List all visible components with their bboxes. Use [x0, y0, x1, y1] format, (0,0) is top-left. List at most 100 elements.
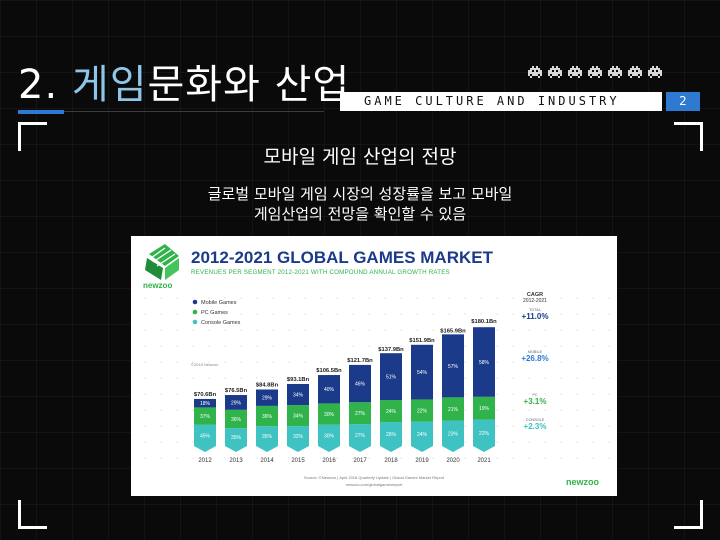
- grid-dot: [192, 313, 194, 315]
- cagr-item-value: +2.3%: [524, 422, 547, 431]
- grid-dot: [192, 329, 194, 331]
- source-url: newzoo.com/globalgamesreport: [346, 482, 404, 487]
- space-invader-icon: [628, 66, 642, 78]
- grid-dot: [208, 361, 210, 363]
- grid-dot: [272, 313, 274, 315]
- segment-label: 34%: [293, 414, 304, 420]
- grid-dot: [560, 441, 562, 443]
- grid-dot: [528, 361, 530, 363]
- grid-dot: [576, 377, 578, 379]
- x-tick-label: 2012: [198, 458, 212, 464]
- grid-dot: [224, 297, 226, 299]
- segment-label: 23%: [448, 431, 459, 437]
- cagr-item-label: TOTAL: [529, 308, 541, 312]
- grid-dot: [544, 361, 546, 363]
- grid-dot: [240, 313, 242, 315]
- grid-dot: [208, 457, 210, 459]
- grid-dot: [272, 329, 274, 331]
- bar-segment: [442, 334, 464, 398]
- grid-dot: [288, 297, 290, 299]
- segment-label: 26%: [386, 432, 397, 438]
- grid-dot: [400, 457, 402, 459]
- section-banner: GAME CULTURE AND INDUSTRY: [340, 92, 662, 111]
- space-invader-icon: [528, 66, 542, 78]
- grid-dot: [608, 297, 610, 299]
- grid-dot: [160, 313, 162, 315]
- grid-dot: [528, 393, 530, 395]
- grid-dot: [464, 441, 466, 443]
- grid-dot: [528, 313, 530, 315]
- grid-dot: [288, 345, 290, 347]
- segment-label: 27%: [355, 433, 366, 439]
- cagr-header: CAGR: [527, 292, 543, 298]
- grid-dot: [544, 313, 546, 315]
- grid-dot: [304, 297, 306, 299]
- grid-dot: [480, 313, 482, 315]
- grid-dot: [272, 377, 274, 379]
- total-label: $137.9Bn: [378, 347, 404, 353]
- bar-segment: [349, 402, 371, 425]
- grid-dot: [224, 345, 226, 347]
- total-label: $165.9Bn: [440, 328, 466, 334]
- grid-dot: [272, 297, 274, 299]
- grid-dot: [176, 377, 178, 379]
- grid-dot: [496, 361, 498, 363]
- chart-title: 2012-2021 GLOBAL GAMES MARKET: [191, 248, 494, 267]
- grid-dot: [368, 313, 370, 315]
- grid-dot: [544, 377, 546, 379]
- space-invader-icon: [568, 66, 582, 78]
- grid-dot: [192, 393, 194, 395]
- segment-label: 40%: [324, 387, 335, 393]
- grid-dot: [176, 297, 178, 299]
- grid-dot: [544, 297, 546, 299]
- bar-segment: [442, 420, 464, 446]
- cagr-item-value: +26.8%: [521, 354, 548, 363]
- grid-dot: [576, 345, 578, 347]
- bar-group: 45% 37% 18% $70.6Bn 2012 35% 36% 29% $76.5Bn 2013…: [194, 319, 497, 464]
- invader-row: [528, 66, 662, 78]
- bar-segment: [287, 405, 309, 427]
- grid-dot: [144, 377, 146, 379]
- grid-dot: [576, 313, 578, 315]
- bar-segment: [411, 344, 433, 400]
- grid-dot: [592, 425, 594, 427]
- grid-dot: [448, 457, 450, 459]
- grid-dot: [176, 409, 178, 411]
- bar-segment: [256, 405, 278, 427]
- title-highlight: 게임: [71, 62, 148, 108]
- grid-dot: [384, 297, 386, 299]
- bar-arrow: [411, 446, 433, 452]
- grid-dot: [192, 377, 194, 379]
- bar-arrow: [194, 446, 216, 452]
- legend-swatch: [192, 319, 198, 325]
- grid-dot: [304, 457, 306, 459]
- cagr-item-label: PC: [532, 393, 538, 397]
- grid-dot: [160, 393, 162, 395]
- grid-dot: [608, 329, 610, 331]
- grid-dot: [512, 441, 514, 443]
- grid-dot: [192, 345, 194, 347]
- frame-corner: [674, 500, 703, 529]
- title-rest: 문화와 산업: [147, 62, 351, 108]
- grid-dot: [576, 393, 578, 395]
- grid-dot: [528, 329, 530, 331]
- grid-dot: [288, 329, 290, 331]
- grid-dot: [192, 361, 194, 363]
- grid-dot: [544, 457, 546, 459]
- segment-label: 35%: [262, 434, 273, 440]
- space-invader-icon: [648, 66, 662, 78]
- grid-dot: [496, 329, 498, 331]
- grid-dot: [512, 393, 514, 395]
- grid-dot: [320, 329, 322, 331]
- grid-dot: [256, 313, 258, 315]
- grid-dot: [240, 297, 242, 299]
- grid-dot: [384, 457, 386, 459]
- grid-dot: [496, 313, 498, 315]
- grid-dot: [320, 457, 322, 459]
- grid-dot: [240, 329, 242, 331]
- grid-dot: [208, 377, 210, 379]
- grid-dot: [592, 313, 594, 315]
- grid-dot: [320, 361, 322, 363]
- cagr-period: 2012-2021: [523, 298, 547, 304]
- chart-svg: newzoo 2012-2021 GLOBAL GAMES MARKET REV…: [143, 244, 610, 487]
